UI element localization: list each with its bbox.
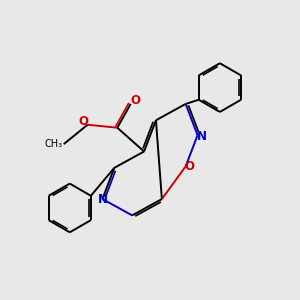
Text: N: N <box>98 193 107 206</box>
Text: CH₃: CH₃ <box>44 139 62 149</box>
Text: N: N <box>196 130 206 143</box>
Text: O: O <box>130 94 140 107</box>
Text: O: O <box>78 115 88 128</box>
Text: O: O <box>184 160 194 173</box>
